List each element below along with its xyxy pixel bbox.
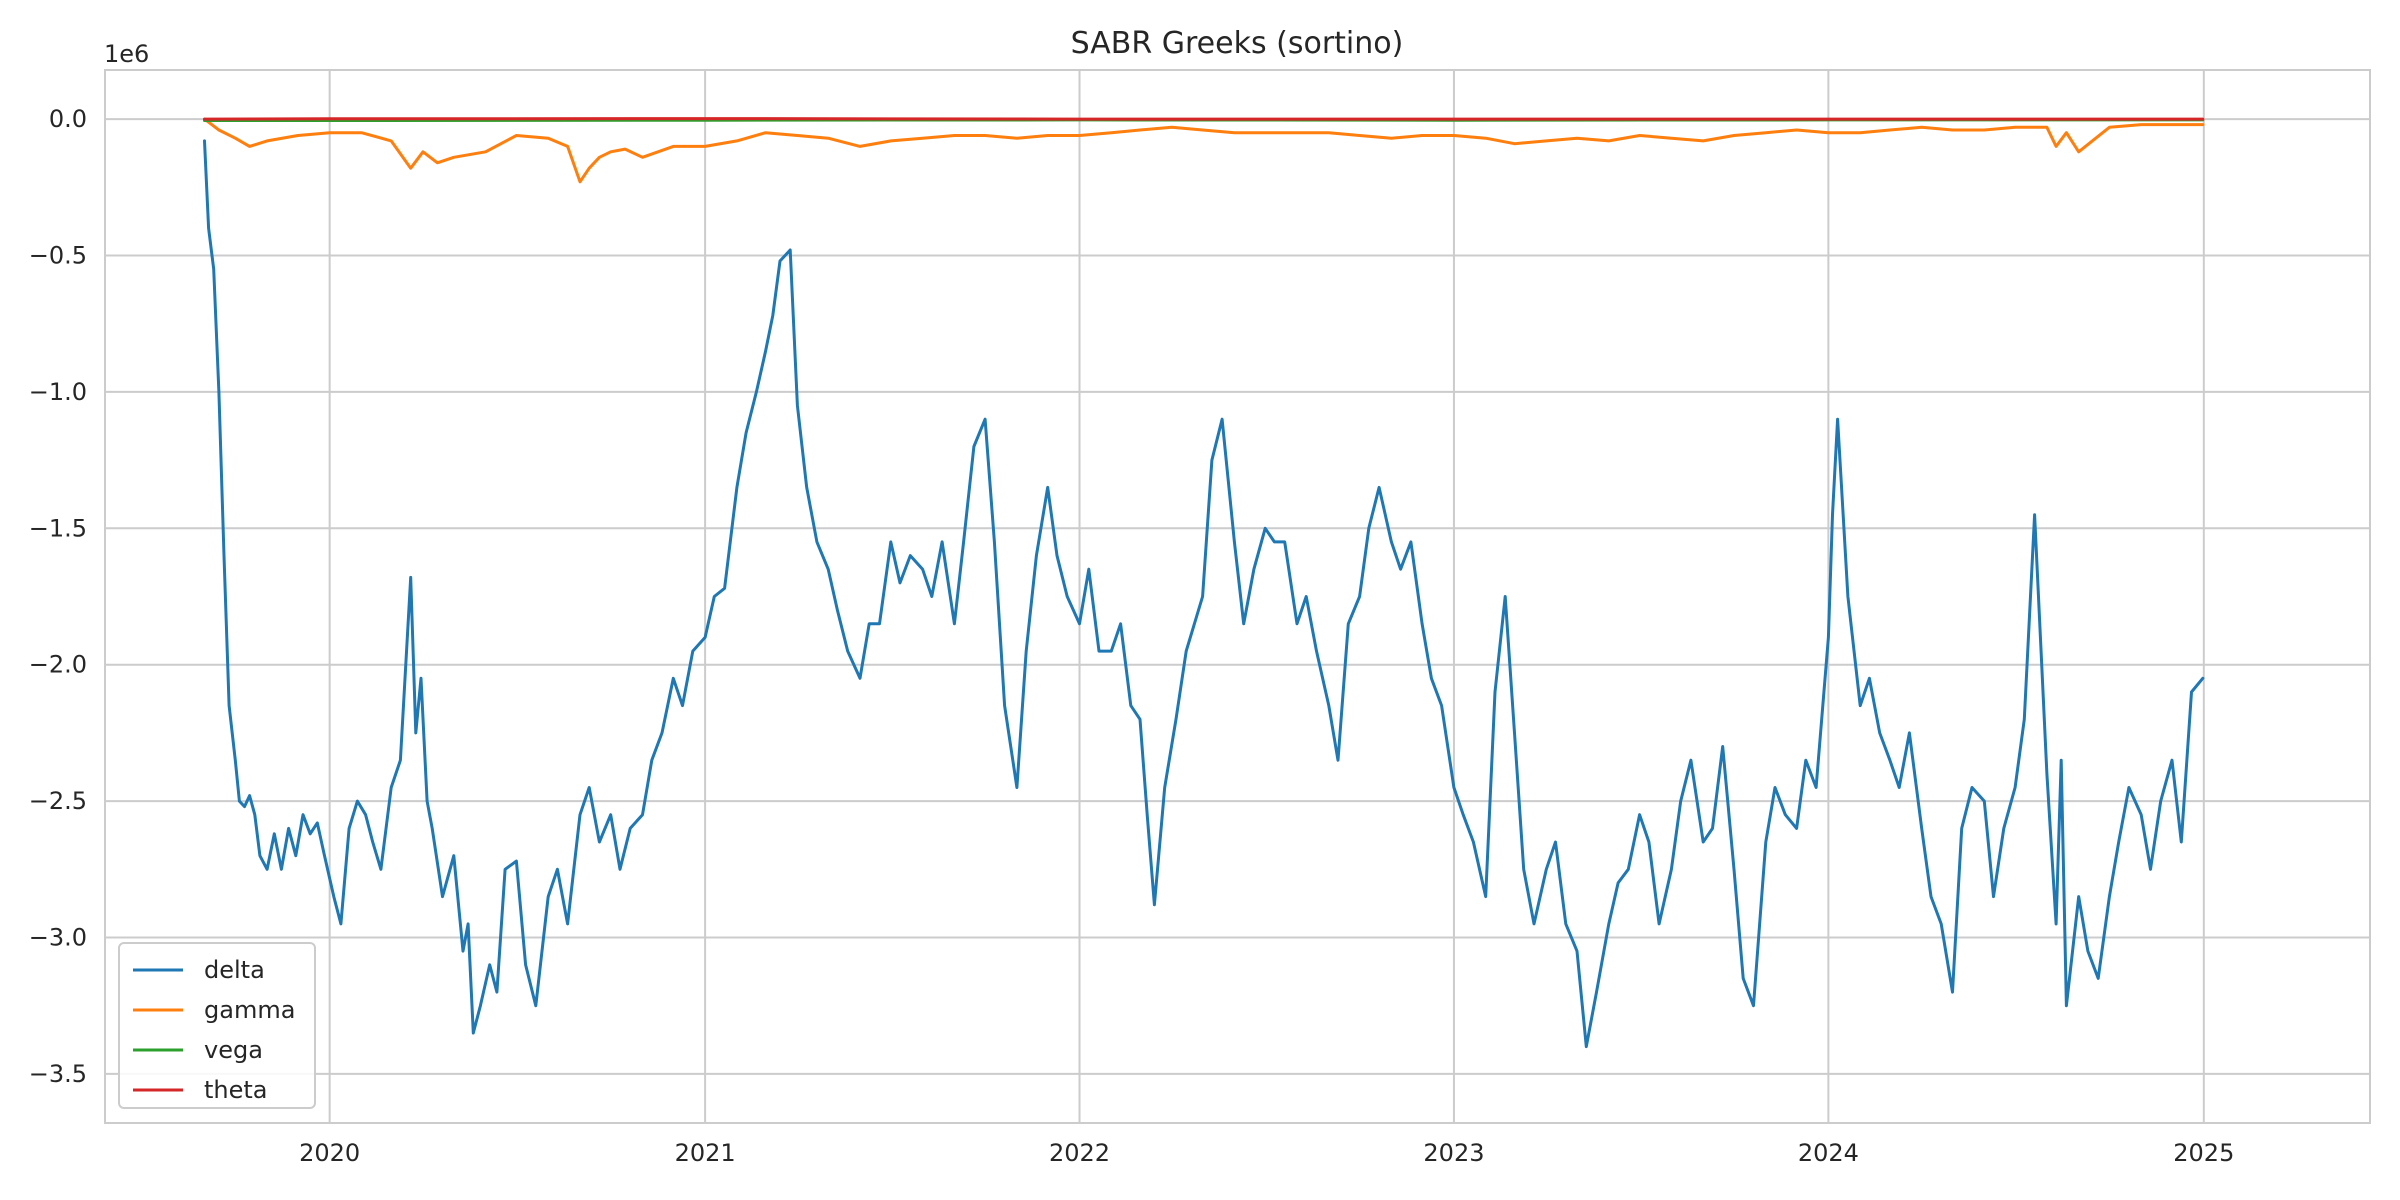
x-tick-label: 2022 — [1049, 1139, 1110, 1167]
x-tick-label: 2021 — [675, 1139, 736, 1167]
legend-label-gamma: gamma — [204, 996, 295, 1024]
series-line-theta — [203, 117, 2205, 121]
y-tick-label: −2.5 — [29, 787, 87, 815]
chart-title: SABR Greeks (sortino) — [1071, 26, 1404, 61]
grid — [105, 70, 2370, 1123]
y-tick-label: −1.0 — [29, 378, 87, 406]
x-tick-label: 2025 — [2173, 1139, 2234, 1167]
x-tick-label: 2023 — [1423, 1139, 1484, 1167]
legend-label-delta: delta — [204, 956, 265, 984]
legend-label-vega: vega — [204, 1036, 263, 1064]
tick-labels: 2020 2021 2022 2023 2024 2025 0.0 −0.5 −1.0 −1.5 −… — [29, 105, 2235, 1167]
y-tick-label: 0.0 — [49, 105, 87, 133]
plot-frame — [104, 69, 2371, 1124]
y-tick-label: −3.5 — [29, 1060, 87, 1088]
x-tick-label: 2020 — [299, 1139, 360, 1167]
series-lines — [203, 117, 2205, 1049]
legend-label-theta: theta — [204, 1076, 268, 1104]
legend: delta gamma vega theta — [118, 942, 316, 1109]
y-tick-label: −1.5 — [29, 514, 87, 542]
y-tick-label: −0.5 — [29, 242, 87, 270]
x-tick-label: 2024 — [1798, 1139, 1859, 1167]
y-tick-label: −3.0 — [29, 923, 87, 951]
legend-box — [118, 942, 316, 1109]
y-tick-label: −2.0 — [29, 651, 87, 679]
y-axis-offset-label: 1e6 — [104, 40, 149, 68]
series-line-delta — [203, 139, 2205, 1049]
series-line-gamma — [203, 117, 2205, 184]
